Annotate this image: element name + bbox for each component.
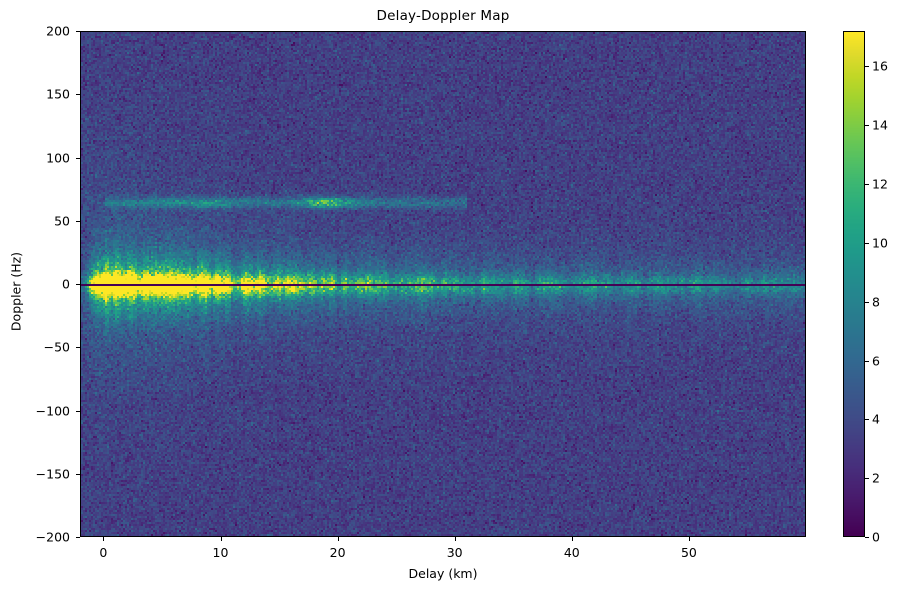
- colorbar-tick-mark: [865, 419, 869, 421]
- colorbar-tick-label: 16: [872, 58, 888, 74]
- colorbar-tick-label: 8: [872, 294, 880, 310]
- y-tick-mark: [76, 31, 80, 32]
- colorbar-tick-mark: [865, 125, 869, 127]
- x-tick-label: 50: [680, 545, 697, 560]
- colorbar-tick-label: 12: [872, 176, 888, 192]
- colorbar: [843, 31, 865, 537]
- x-tick-mark: [688, 537, 690, 541]
- colorbar-tick-label: 4: [872, 411, 880, 427]
- x-tick-mark: [103, 537, 105, 541]
- y-tick-mark: [76, 347, 80, 349]
- colorbar-tick-mark: [865, 478, 869, 480]
- colorbar-tick-mark: [865, 184, 869, 185]
- x-tick-mark: [454, 537, 456, 541]
- colorbar-tick-label: 0: [872, 529, 880, 545]
- x-tick-label: 40: [563, 545, 580, 560]
- colorbar-gradient: [844, 32, 864, 536]
- colorbar-tick-mark: [865, 301, 869, 303]
- y-tick-mark: [76, 410, 80, 412]
- y-axis-label: Doppler (Hz): [8, 251, 24, 332]
- x-tick-mark: [337, 537, 339, 541]
- y-tick-label-text: −50: [43, 339, 70, 355]
- y-tick-mark: [76, 473, 80, 475]
- y-tick-mark: [76, 537, 80, 538]
- x-axis-label: Delay (km): [408, 566, 478, 581]
- y-tick-label-text: 50: [54, 213, 70, 229]
- y-tick-label-text: −150: [35, 466, 70, 482]
- heatmap-plot-area: [80, 31, 806, 537]
- y-tick-mark: [76, 220, 80, 222]
- y-tick-mark: [76, 94, 80, 96]
- y-tick-mark: [76, 157, 80, 159]
- x-tick-label: 0: [99, 545, 108, 560]
- x-tick-label: 30: [446, 545, 463, 560]
- y-tick-label-text: 150: [46, 86, 70, 102]
- y-tick-label-text: −100: [35, 403, 70, 418]
- colorbar-tick-mark: [865, 360, 869, 362]
- colorbar-tick-mark: [865, 242, 869, 244]
- colorbar-tick-label: 10: [872, 235, 888, 251]
- colorbar-tick-label: 2: [872, 470, 880, 486]
- colorbar-tick-mark: [865, 537, 869, 538]
- y-tick-label-text: −200: [35, 529, 70, 545]
- y-tick-mark: [76, 284, 80, 285]
- colorbar-tick-label: 6: [872, 353, 880, 368]
- x-tick-mark: [571, 537, 573, 541]
- delay-doppler-heatmap: [81, 32, 805, 536]
- x-tick-label: 20: [329, 545, 346, 560]
- colorbar-tick-mark: [865, 66, 869, 68]
- x-tick-mark: [220, 537, 222, 541]
- x-tick-label: 10: [212, 545, 229, 560]
- y-tick-label-text: 100: [46, 150, 70, 165]
- colorbar-tick-label: 14: [872, 117, 888, 133]
- page-title: Delay-Doppler Map: [376, 8, 510, 24]
- y-tick-label-text: 0: [62, 276, 70, 292]
- y-tick-label-text: 200: [46, 23, 70, 39]
